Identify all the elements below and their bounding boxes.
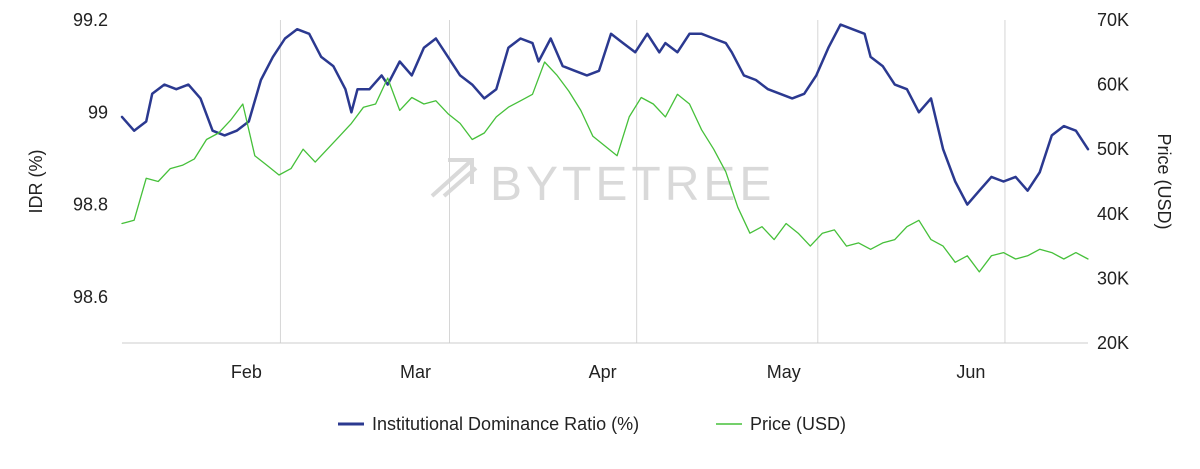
left-y-axis-ticks: 98.6 98.8 99 99.2 <box>73 10 108 307</box>
right-y-tick-label: 60K <box>1097 75 1129 95</box>
left-y-tick-label: 99 <box>88 102 108 122</box>
left-y-tick-label: 98.6 <box>73 287 108 307</box>
x-tick-label-mar: Mar <box>400 362 431 382</box>
legend: Institutional Dominance Ratio (%) Price (… <box>338 414 846 434</box>
right-y-tick-label: 70K <box>1097 10 1129 30</box>
x-tick-label-may: May <box>767 362 801 382</box>
series-lines <box>120 23 1090 273</box>
x-axis-ticks: Feb Mar Apr May Jun <box>231 362 986 382</box>
x-tick-label-apr: Apr <box>589 362 617 382</box>
right-y-tick-label: 30K <box>1097 268 1129 288</box>
watermark-text: BYTETREE <box>490 158 775 211</box>
left-y-tick-label: 99.2 <box>73 10 108 30</box>
x-tick-label-jun: Jun <box>956 362 985 382</box>
bytetree-logo-icon <box>430 158 478 198</box>
right-y-axis-title: Price (USD) <box>1154 133 1174 229</box>
right-y-tick-label: 20K <box>1097 333 1129 353</box>
series-line-price <box>121 61 1089 273</box>
right-y-axis-ticks: 20K 30K 40K 50K 60K 70K <box>1097 10 1129 353</box>
legend-label: Price (USD) <box>750 414 846 434</box>
right-y-tick-label: 40K <box>1097 204 1129 224</box>
left-y-tick-label: 98.8 <box>73 195 108 215</box>
legend-item-idr[interactable]: Institutional Dominance Ratio (%) <box>338 414 639 434</box>
left-y-axis-title: IDR (%) <box>26 150 46 214</box>
right-y-tick-label: 50K <box>1097 139 1129 159</box>
x-tick-label-feb: Feb <box>231 362 262 382</box>
legend-label: Institutional Dominance Ratio (%) <box>372 414 639 434</box>
bytetree-watermark: BYTETREE <box>430 158 775 211</box>
legend-item-price[interactable]: Price (USD) <box>716 414 846 434</box>
series-line-idr <box>120 23 1090 206</box>
